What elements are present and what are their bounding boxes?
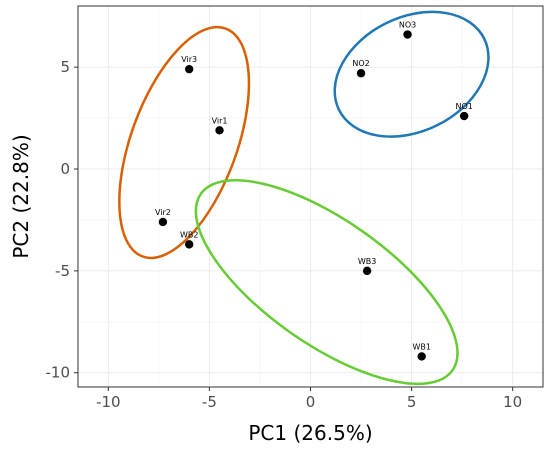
x-tick-label: 0 (306, 393, 316, 411)
data-points: NO3 NO2 NO1 Vir3 Vir1 Vir2 WB2 WB3 WB1 (155, 21, 473, 361)
point-label-wb3: WB3 (358, 257, 377, 266)
point-no3 (403, 30, 412, 39)
y-tick-label: 5 (60, 58, 70, 76)
point-vir1 (215, 126, 224, 135)
point-no2 (356, 69, 366, 78)
point-vir2 (158, 217, 168, 227)
point-label-wb2: WB2 (180, 230, 199, 239)
y-tick-label: 0 (60, 160, 70, 178)
point-label-vir2: Vir2 (155, 208, 171, 217)
x-tick-label: -5 (202, 393, 217, 411)
ellipse-no (333, 10, 490, 138)
y-tick-label: -10 (46, 364, 71, 382)
point-vir3 (184, 64, 194, 74)
ellipse-vir (118, 25, 251, 260)
point-label-wb1: WB1 (412, 342, 431, 351)
x-tick-label: 5 (407, 393, 417, 411)
group-ellipses (118, 10, 490, 386)
point-label-no1: NO1 (455, 102, 472, 111)
point-wb2 (184, 240, 194, 249)
y-tick-label: -5 (55, 262, 70, 280)
point-wb3 (362, 266, 372, 276)
point-label-no2: NO2 (352, 59, 369, 68)
axis-ticks: -10 -5 0 5 10 -10 -5 0 5 (46, 58, 523, 411)
point-label-vir1: Vir1 (212, 116, 228, 125)
point-no1 (459, 111, 469, 121)
point-wb1 (417, 352, 426, 361)
ellipse-wb (194, 179, 459, 386)
x-tick-label: 10 (503, 393, 522, 411)
y-axis-title: PC2 (22.8%) (9, 134, 33, 258)
point-label-vir3: Vir3 (181, 55, 197, 64)
point-label-no3: NO3 (399, 21, 416, 30)
x-axis-title: PC1 (26.5%) (248, 421, 372, 445)
x-tick-label: -10 (96, 393, 121, 411)
